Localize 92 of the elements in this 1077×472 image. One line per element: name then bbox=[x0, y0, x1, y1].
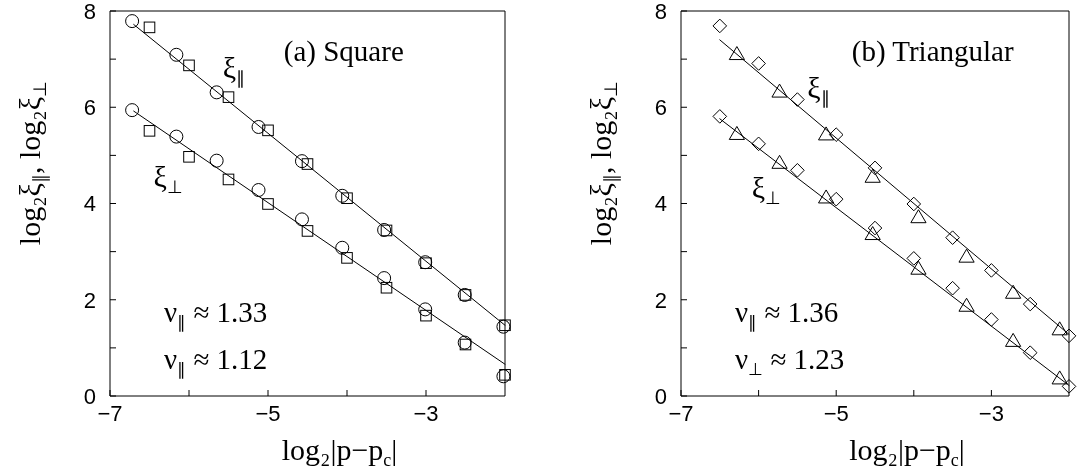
point bbox=[183, 59, 195, 72]
point bbox=[222, 173, 235, 186]
point bbox=[712, 18, 728, 34]
annotation: ξ$_{⊥}$ bbox=[751, 171, 782, 209]
x-tick-label: −5 bbox=[823, 400, 849, 426]
point bbox=[301, 158, 314, 170]
y-tick-label: 0 bbox=[654, 383, 667, 409]
y-tick-label: 6 bbox=[83, 95, 96, 121]
point bbox=[380, 281, 393, 294]
point bbox=[864, 168, 881, 183]
point bbox=[958, 248, 975, 263]
x-tick-label: −3 bbox=[413, 400, 439, 426]
point bbox=[828, 127, 844, 142]
point bbox=[771, 154, 788, 169]
x-tick-label: −5 bbox=[255, 400, 281, 426]
point bbox=[294, 154, 309, 169]
point bbox=[169, 47, 184, 62]
point bbox=[335, 188, 350, 203]
point bbox=[790, 92, 805, 107]
point bbox=[251, 119, 266, 134]
point bbox=[945, 230, 960, 245]
annotation: ν$_{⊥}$ ≈ 1.23 bbox=[735, 342, 845, 379]
point bbox=[420, 309, 432, 322]
point bbox=[958, 297, 975, 312]
annotation: ξ$_{∥}$ bbox=[807, 71, 830, 109]
point bbox=[183, 151, 195, 163]
point bbox=[751, 56, 766, 71]
point bbox=[418, 302, 433, 317]
x-tick-label: −3 bbox=[978, 400, 1004, 426]
x-tick-label: −7 bbox=[97, 400, 123, 426]
point bbox=[867, 220, 883, 236]
point bbox=[1061, 379, 1077, 394]
y-tick-label: 2 bbox=[83, 287, 96, 313]
point bbox=[828, 191, 844, 207]
y-tick-label: 8 bbox=[654, 0, 667, 24]
point bbox=[301, 225, 314, 237]
annotation: ν$_{∥}$ ≈ 1.36 bbox=[735, 295, 839, 332]
y-tick-label: 4 bbox=[654, 191, 667, 217]
y-tick-label: 6 bbox=[654, 95, 667, 121]
point bbox=[984, 263, 999, 278]
point bbox=[906, 251, 922, 266]
point bbox=[712, 109, 728, 124]
point bbox=[377, 271, 392, 286]
point bbox=[222, 91, 235, 103]
point bbox=[818, 126, 835, 141]
point bbox=[728, 125, 745, 140]
text: (b) Triangular bbox=[851, 34, 1014, 67]
y-tick-label: 8 bbox=[83, 0, 96, 24]
point bbox=[1061, 328, 1077, 344]
annotation: ν$_{∥}$ ≈ 1.33 bbox=[164, 295, 268, 332]
point bbox=[125, 103, 140, 118]
point bbox=[335, 240, 350, 255]
point bbox=[906, 196, 922, 212]
point bbox=[945, 280, 960, 296]
point bbox=[341, 192, 353, 205]
point bbox=[728, 46, 745, 61]
point bbox=[751, 136, 766, 152]
point bbox=[341, 252, 353, 264]
point bbox=[294, 212, 309, 227]
point bbox=[251, 183, 266, 198]
x-axis-title: log₂|p−p$_{c}$| bbox=[281, 433, 398, 471]
annotation: ξ$_{∥}$ bbox=[222, 50, 246, 88]
point bbox=[1022, 296, 1038, 312]
point bbox=[209, 85, 224, 100]
point bbox=[790, 162, 805, 178]
y-tick-label: 0 bbox=[83, 383, 96, 409]
point bbox=[984, 312, 999, 327]
point bbox=[143, 125, 156, 137]
point bbox=[143, 21, 156, 34]
point bbox=[262, 198, 274, 210]
x-tick-label: −7 bbox=[668, 400, 694, 426]
x-axis-title: log₂|p−p$_{c}$| bbox=[849, 433, 965, 471]
point bbox=[864, 226, 881, 241]
point bbox=[910, 209, 927, 224]
point bbox=[209, 153, 224, 168]
y-tick-label: 4 bbox=[83, 191, 96, 217]
point bbox=[771, 83, 788, 98]
point bbox=[867, 160, 883, 176]
text: (a) Square bbox=[283, 34, 404, 67]
annotation: ξ$_{⊥}$ bbox=[153, 159, 183, 197]
point bbox=[818, 189, 835, 204]
point bbox=[262, 124, 274, 137]
annotation: ν$_{∥}$ ≈ 1.12 bbox=[164, 342, 268, 379]
point bbox=[1005, 284, 1022, 299]
point bbox=[1005, 332, 1022, 347]
point bbox=[169, 129, 184, 144]
point bbox=[1051, 321, 1068, 336]
y-tick-label: 2 bbox=[654, 287, 667, 313]
point bbox=[910, 260, 927, 275]
point bbox=[125, 14, 140, 29]
point bbox=[1051, 370, 1068, 385]
point bbox=[1022, 345, 1038, 360]
